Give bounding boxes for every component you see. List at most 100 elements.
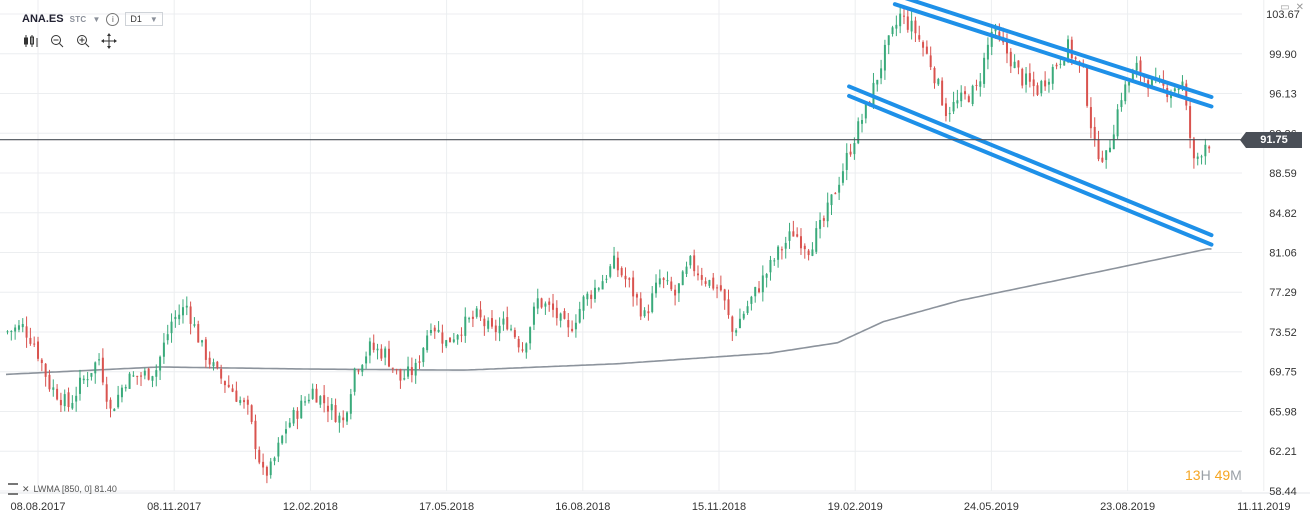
info-icon[interactable]: i	[106, 12, 120, 26]
candle-body	[387, 348, 390, 367]
zoom-out-icon[interactable]	[48, 32, 66, 50]
candle	[452, 332, 455, 344]
crosshair-icon[interactable]	[100, 32, 118, 50]
candle-body	[284, 429, 287, 434]
candle	[605, 275, 608, 284]
maximize-icon[interactable]: ▭	[1280, 2, 1290, 13]
candle	[910, 10, 913, 40]
candle	[258, 446, 261, 465]
candle-body	[147, 368, 150, 380]
candle-body	[208, 357, 211, 365]
candle-body	[1204, 144, 1207, 157]
candle	[323, 385, 326, 413]
candle-body	[1086, 67, 1089, 106]
candle	[120, 384, 123, 403]
candle-body	[632, 277, 635, 297]
candle-body	[14, 327, 17, 332]
candle	[487, 317, 490, 333]
candle	[761, 265, 764, 302]
candle	[86, 371, 89, 388]
zoom-in-icon[interactable]	[74, 32, 92, 50]
candle	[658, 269, 661, 288]
candle	[399, 368, 402, 389]
candle	[113, 408, 116, 412]
candle	[288, 418, 291, 429]
candle	[708, 279, 711, 289]
candle	[929, 46, 932, 71]
x-tick-label: 08.08.2017	[10, 501, 65, 513]
candle-body	[693, 255, 696, 272]
candle-body	[1051, 66, 1054, 84]
candle-body	[376, 348, 379, 351]
chevron-down-icon: ▼	[149, 14, 158, 24]
candle-body	[1108, 147, 1111, 152]
close-icon[interactable]: ✕	[1295, 2, 1304, 13]
candle-body	[418, 361, 421, 363]
candle-body	[349, 394, 352, 414]
candle-body	[796, 234, 799, 237]
y-tick-label: 62.21	[1269, 446, 1297, 458]
x-axis: 08.08.2017 08.11.2017 12.02.2018 17.05.2018…	[10, 501, 1290, 513]
candle	[521, 342, 524, 353]
indicator-close-icon[interactable]: ✕	[22, 483, 30, 494]
candle-body	[590, 294, 593, 300]
candle-body	[288, 422, 291, 428]
candle-body	[803, 245, 806, 250]
indicator-legend[interactable]: ✕ LWMA [850, 0] 81.40	[8, 483, 117, 495]
candle-body	[758, 288, 761, 293]
candle-body	[6, 331, 9, 333]
candle	[723, 288, 726, 310]
candle	[1025, 67, 1028, 93]
candle	[609, 263, 612, 279]
candle-body	[342, 417, 345, 421]
chevron-down-icon[interactable]: ▼	[92, 14, 101, 24]
candle	[82, 375, 85, 384]
candle	[647, 304, 650, 321]
candle-body	[845, 152, 848, 170]
candle	[666, 271, 669, 285]
candles-icon[interactable]	[22, 32, 40, 50]
candle-body	[25, 326, 28, 338]
candle	[300, 394, 303, 419]
candle	[63, 389, 66, 412]
candle	[94, 361, 97, 384]
trend-channel[interactable]	[847, 0, 1214, 247]
candle-body	[189, 306, 192, 324]
candle-body	[1097, 139, 1100, 160]
candle	[357, 368, 360, 375]
candle-body	[140, 375, 143, 377]
candle-body	[479, 309, 482, 318]
candle	[639, 292, 642, 321]
candle-body	[1093, 126, 1096, 140]
candle	[6, 330, 9, 335]
candle-body	[265, 467, 268, 476]
candle	[578, 301, 581, 324]
candle	[574, 314, 577, 338]
candle-body	[719, 285, 722, 291]
candle-body	[769, 259, 772, 273]
candle-body	[155, 370, 158, 377]
candle-body	[864, 102, 867, 119]
candle	[643, 307, 646, 318]
candle	[243, 397, 246, 409]
x-tick-label: 15.11.2018	[692, 501, 746, 513]
candle-body	[166, 334, 169, 341]
candle-body	[1070, 39, 1073, 59]
candle	[223, 380, 226, 393]
candle	[353, 367, 356, 396]
candle	[361, 364, 364, 377]
candle	[437, 321, 440, 333]
timeframe-select[interactable]: D1 ▼	[125, 12, 163, 26]
candle-body	[490, 318, 493, 327]
candle	[1108, 139, 1111, 153]
candle-body	[120, 387, 123, 398]
candle	[544, 301, 547, 315]
candle-body	[883, 44, 886, 71]
candle-body	[925, 46, 928, 54]
indicator-settings-icon[interactable]	[8, 483, 18, 495]
candle-body	[1112, 134, 1115, 150]
symbol-label[interactable]: ANA.ES	[22, 13, 64, 25]
candle-body	[82, 378, 85, 381]
candle-body	[742, 313, 745, 319]
